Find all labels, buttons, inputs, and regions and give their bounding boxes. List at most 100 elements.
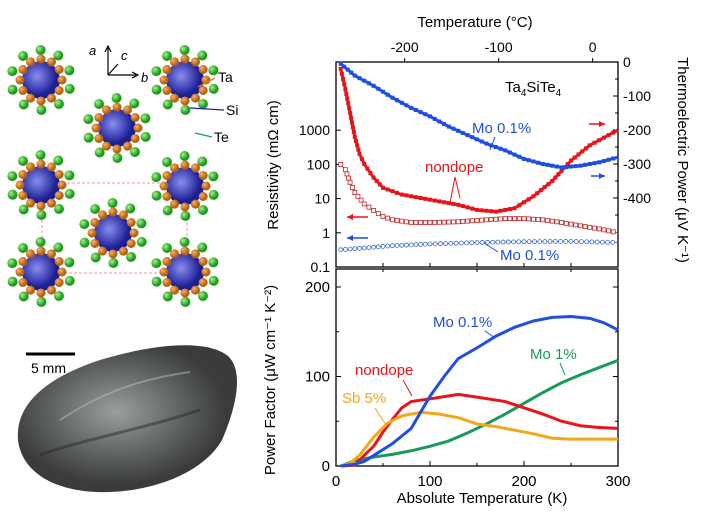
mo01-resistivity-point [338,247,344,253]
te-atom [125,252,136,263]
mo01-resistivity-point [589,239,595,245]
mo01-thermopower-point [409,105,414,110]
te-atom [7,84,18,95]
mo01-resistivity-point [505,239,511,245]
mo01-thermopower-point [540,162,545,166]
nondope-resistivity-point [606,228,611,234]
nondope-resistivity-point [531,216,536,222]
mo01-thermopower-point [465,133,470,138]
nondope-resistivity-point [380,214,386,219]
ta-atom [57,267,67,277]
nondope-resistivity-point [413,220,419,225]
nondope-resistivity-point [347,179,353,185]
nondope-resistivity-point [596,226,602,232]
ta-atom [94,113,104,122]
atom-cluster [151,237,219,307]
te-atom [35,45,46,56]
nondope-thermopower-point [368,171,373,176]
nondope-resistivity-point [559,220,564,225]
nondope-thermopower-point [460,204,465,209]
mo01-resistivity-point [380,244,386,249]
mo01-thermopower-point [371,83,376,88]
mo01-thermopower-point [512,152,517,157]
ta-atom [15,180,25,190]
ta-atom [54,191,64,200]
nondope-resistivity-point [338,161,344,167]
mo01-resistivity-point [469,240,475,246]
mo01-thermopower-point [601,159,606,164]
mo01-resistivity-point [366,245,372,250]
mo01-resistivity-point [453,240,459,246]
nondope-resistivity-point [394,218,400,223]
te-atom [179,45,190,56]
ta-atom [102,141,111,151]
mo01-thermopower-point [349,70,354,75]
nondope-thermopower-point [597,138,602,143]
te-atom [90,252,101,263]
atom-cluster [7,150,75,220]
te-atom [162,205,173,216]
ta-atom [180,202,190,212]
nondope-thermopower-point [470,206,475,211]
nondope-resistivity-point [483,217,489,223]
ta-atom [162,171,172,180]
mo01-thermopower-point [475,137,479,142]
mo01-thermopower-point [522,156,526,161]
ta-atom [54,278,64,287]
ta-atom [162,257,172,266]
te-atom [7,258,18,269]
mo01-thermopower-point [479,139,484,144]
te-leader-line [194,132,213,138]
sample-photo [17,345,238,493]
compound-label: Ta4SiTe4 [505,79,562,99]
mo01-resistivity-point [404,242,409,248]
nondope-thermopower-point [550,179,555,183]
ta-atom [162,192,172,201]
mo01-thermopower-point [484,141,489,146]
mo01-thermopower-point [456,128,461,133]
ta-atom [159,181,169,191]
te-atom [64,275,75,286]
nondope-thermopower-point [428,197,432,202]
left-y-tick-label: 10 [314,191,330,207]
right-y-tick-label: -400 [623,190,651,206]
mo01-resistivity-point [418,242,424,247]
nondope-resistivity-point [498,216,503,222]
nondope-resistivity-point [601,227,607,233]
leader-sb5 [374,407,387,426]
right-y-tick-label: 0 [623,54,631,70]
mo01-resistivity-point [594,239,600,245]
nondope-resistivity-point [479,217,485,223]
y-axis-title: Power Factor (μW cm⁻¹ K⁻²) [262,285,279,475]
mo01-resistivity-point [479,240,485,245]
te-atom [140,113,151,124]
te-atom [125,203,136,214]
ta-atom [112,144,122,154]
mo01-thermopower-point [498,146,503,151]
nondope-thermopower-point [351,130,356,135]
te-atom [83,132,94,143]
ta-atom [15,75,25,85]
nondope-resistivity-point [610,229,616,235]
ta-atom [57,180,67,190]
ta-atom [201,267,211,277]
nondope-resistivity-point [446,219,452,225]
leader-mo1 [559,362,566,376]
leader-mo01-res [483,242,499,253]
nondope-thermopower-point [559,168,564,173]
ta-atom [18,257,28,266]
mo01-thermopower-point [517,154,522,159]
nondope-thermopower-point [522,200,526,205]
nondope-resistivity-point [404,219,409,225]
mo01-thermopower-point [432,116,437,121]
te-atom [79,237,90,248]
arrow-head-icon [599,121,605,127]
ta-atom [98,210,107,220]
nondope-resistivity-point [344,171,350,177]
ta-atom [198,171,208,180]
mo01-resistivity-point [427,241,433,247]
si-polyhedron [22,253,60,291]
si-polyhedron [166,253,204,291]
top-x-tick-label: -200 [391,39,419,55]
mo01-resistivity-point [558,239,563,244]
